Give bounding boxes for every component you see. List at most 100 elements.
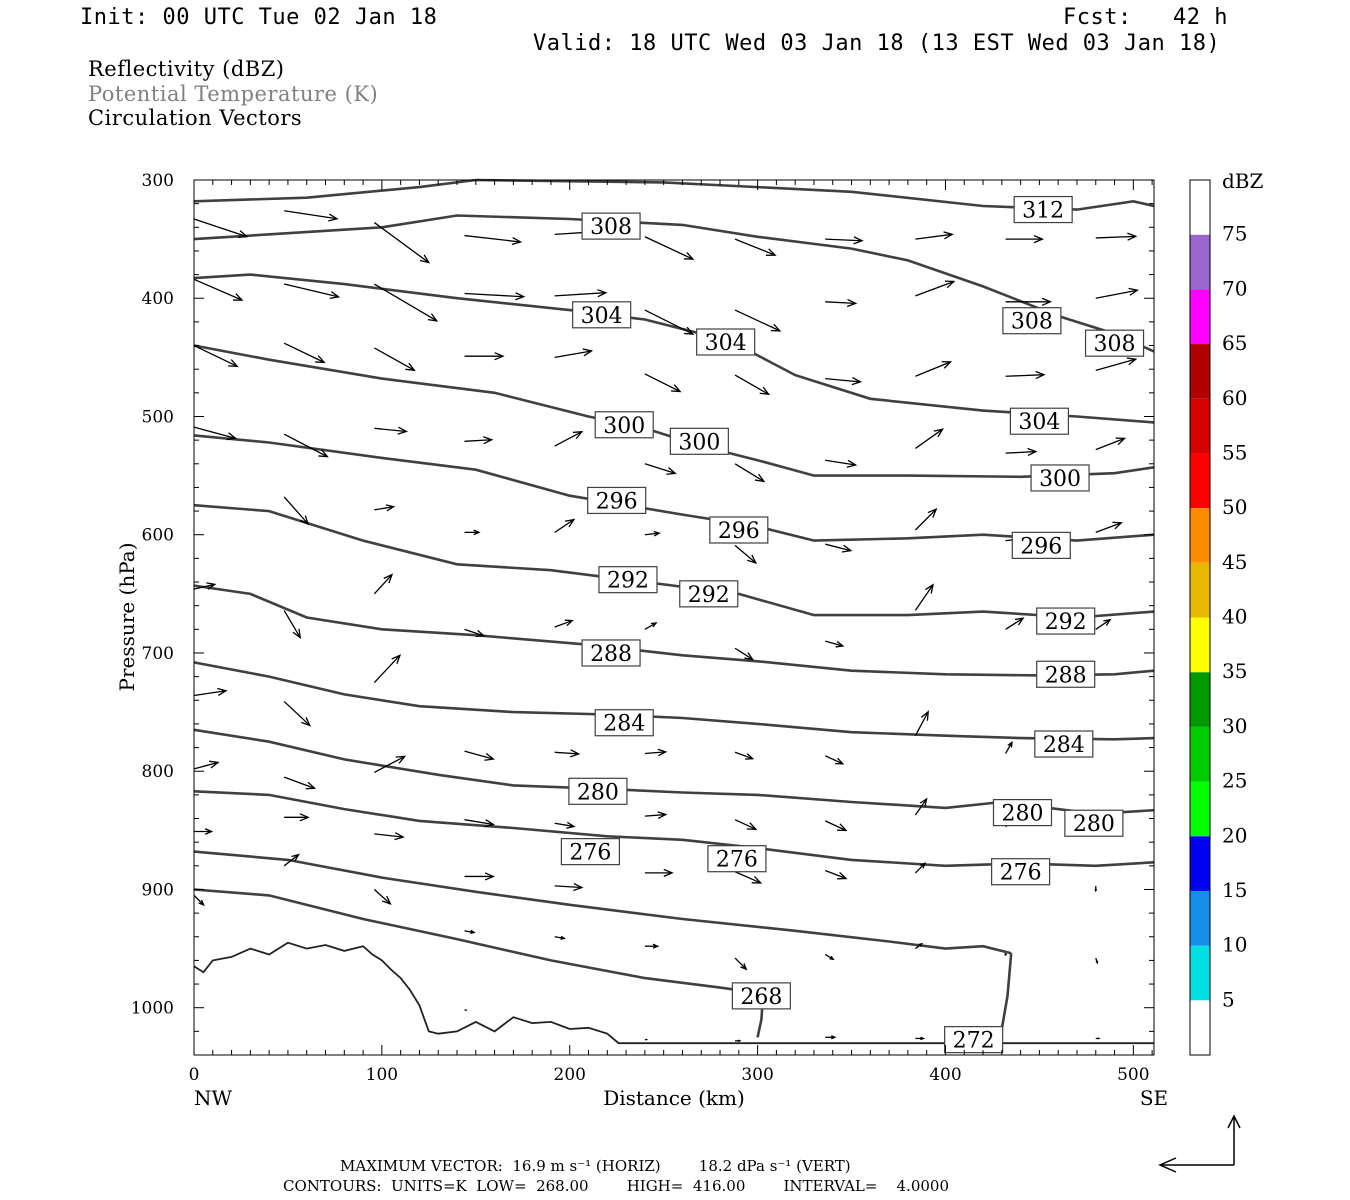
- vector-arrow: [914, 583, 934, 611]
- x-tick-label: 500: [1117, 1065, 1149, 1085]
- vector-arrow: [914, 797, 928, 816]
- vector-arrow: [734, 374, 771, 396]
- isentrope-288: [193, 584, 1155, 677]
- vector-arrow: [193, 687, 228, 697]
- vector-scale-icon: [1158, 1114, 1241, 1173]
- vector-arrow: [373, 222, 431, 264]
- contour-label-296: 296: [1011, 531, 1071, 559]
- colorbar-level-label: 70: [1222, 276, 1247, 300]
- contour-label-304: 304: [572, 301, 632, 329]
- contour-label-304: 304: [1009, 407, 1070, 435]
- contour-label-text: 276: [1000, 861, 1042, 886]
- vector-arrow: [464, 436, 494, 445]
- vector-arrow: [464, 628, 486, 638]
- vector-arrow: [1005, 617, 1025, 630]
- vector-arrow: [193, 894, 205, 907]
- colorbar-segment: [1190, 398, 1210, 454]
- vector-arrow: [1005, 235, 1045, 244]
- colorbar-segment: [1190, 289, 1210, 345]
- colorbar: 5 10 15 20 25 30 35 40 45 50 55 60 65 70 75: [1189, 179, 1247, 1056]
- plot-frame: [193, 179, 1155, 1056]
- x-axis-title: Distance (km): [603, 1086, 745, 1110]
- isentrope-292: [193, 503, 1155, 619]
- vector-arrow: [644, 943, 660, 949]
- vector-arrow: [194, 828, 214, 835]
- contour-label-text: 300: [603, 414, 645, 439]
- contour-label-300: 300: [669, 427, 729, 455]
- contour-label-text: 308: [1011, 310, 1053, 335]
- contour-label-292: 292: [1036, 607, 1096, 635]
- terrain-outline: [193, 941, 1154, 1045]
- vector-arrow: [554, 749, 581, 758]
- vector-arrow: [644, 309, 695, 335]
- vector-arrow: [193, 426, 238, 441]
- vector-arrow: [1005, 740, 1013, 754]
- vector-arrow: [193, 278, 244, 301]
- y-tick-label: 500: [142, 407, 174, 427]
- vector-arrow: [825, 236, 864, 245]
- contour-label-300: 300: [1030, 464, 1090, 492]
- vector-arrow: [644, 868, 674, 878]
- vector-arrow: [554, 821, 576, 829]
- colorbar-segment: [1190, 617, 1210, 673]
- vector-arrow: [1095, 521, 1123, 533]
- vector-arrow: [915, 942, 924, 950]
- contour-label-text: 272: [953, 1029, 995, 1054]
- colorbar-segment: [1190, 781, 1210, 837]
- vector-arrow: [283, 496, 310, 526]
- vector-arrow: [554, 882, 584, 892]
- field-label-theta: Potential Temperature (K): [88, 82, 379, 106]
- contour-label-300: 300: [594, 411, 654, 439]
- vector-arrow: [914, 862, 927, 874]
- contour-label-276: 276: [707, 845, 767, 873]
- vector-arrow: [554, 935, 566, 940]
- contour-label-280: 280: [992, 799, 1053, 827]
- vector-arrow: [825, 459, 858, 468]
- contour-label-text: 312: [1022, 199, 1064, 224]
- contour-labels: 312 308 308 308 304 304 304 300 300 300 296 296 296 2…: [560, 195, 1145, 1054]
- axes: 300 400 500 600 700 800 900 1000 0 100 200 300 400 50…: [131, 171, 1154, 1085]
- vector-arrow: [1005, 297, 1053, 306]
- contour-label-308: 308: [1084, 329, 1145, 357]
- contour-label-text: 304: [705, 331, 747, 356]
- contour-label-text: 308: [1094, 332, 1136, 357]
- vector-arrow: [464, 352, 505, 361]
- contour-label-text: 292: [688, 583, 730, 608]
- vector-arrow: [915, 361, 953, 377]
- contour-label-text: 288: [1045, 663, 1087, 688]
- colorbar-level-label: 55: [1222, 440, 1247, 464]
- vector-arrow: [374, 504, 396, 512]
- vector-arrow: [824, 869, 848, 880]
- x-tick-label: 400: [929, 1065, 961, 1085]
- contour-label-280: 280: [1064, 809, 1124, 837]
- vector-arrow: [824, 820, 848, 832]
- vector-arrow: [554, 289, 608, 298]
- circulation-vectors: [193, 210, 1139, 1043]
- colorbar-level-label: 35: [1222, 659, 1247, 683]
- colorbar-segment: [1190, 234, 1210, 290]
- vector-arrow: [554, 348, 594, 359]
- contour-label-288: 288: [1036, 660, 1096, 688]
- contour-label-text: 276: [569, 841, 611, 866]
- contour-label-text: 292: [607, 569, 649, 594]
- contour-label-288: 288: [581, 639, 641, 667]
- colorbar-segment: [1190, 672, 1210, 727]
- contour-label-292: 292: [679, 580, 739, 608]
- contour-label-text: 280: [1073, 812, 1115, 837]
- contour-label-text: 296: [718, 519, 760, 544]
- vector-arrow: [1094, 885, 1098, 893]
- contour-info-note: CONTOURS: UNITS=K LOW= 268.00 HIGH= 416.…: [283, 1177, 949, 1195]
- vector-arrow: [1004, 953, 1007, 956]
- vector-arrow: [825, 640, 845, 648]
- contour-label-268: 268: [731, 982, 791, 1010]
- vector-arrow: [644, 463, 677, 475]
- contour-label-292: 292: [598, 566, 658, 594]
- colorbar-level-label: 45: [1222, 550, 1247, 574]
- vector-arrow: [193, 218, 249, 238]
- vector-arrow: [824, 755, 845, 765]
- vector-arrow: [734, 819, 758, 830]
- x-tick-label: 0: [189, 1065, 200, 1085]
- colorbar-segment: [1190, 180, 1210, 235]
- colorbar-frame: [1189, 179, 1211, 1056]
- vector-arrow: [374, 755, 407, 773]
